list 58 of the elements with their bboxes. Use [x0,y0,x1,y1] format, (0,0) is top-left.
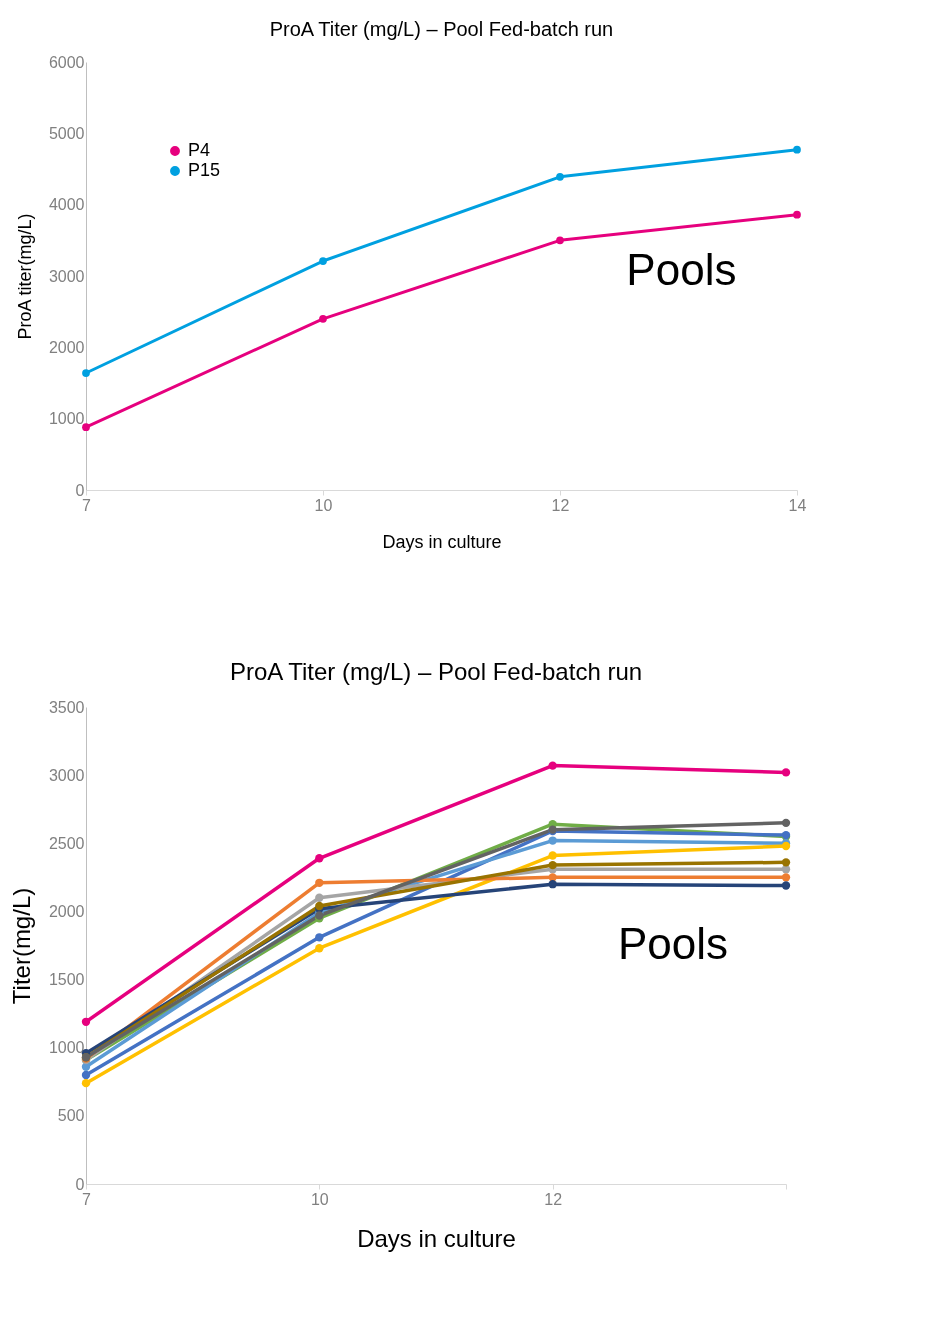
y-tick-label: 4000 [48,196,85,214]
y-tick-label: 1000 [48,1039,85,1057]
point [81,1078,91,1088]
x-tick-label: 10 [314,496,333,514]
point [548,836,557,845]
annotation: Pools [618,918,729,968]
point [315,854,324,863]
point [315,878,324,887]
y-tick-label: 2000 [48,902,85,920]
chart-title: ProA Titer (mg/L) – Pool Fed-batch run [229,658,643,685]
point [556,172,564,181]
y-tick-label: 5000 [48,124,85,142]
y-tick-label: 3500 [48,698,85,716]
x-axis-title: Days in culture [382,531,502,552]
x-tick-label: 7 [82,1190,92,1208]
y-tick-label: 1500 [48,971,85,989]
x-tick-label: 14 [788,496,807,514]
y-tick-label: 0 [75,481,85,499]
point [315,933,324,942]
point [315,944,324,953]
point [793,145,801,154]
point [548,761,557,770]
point [793,210,801,219]
y-axis-title: Titer(mg/L) [7,887,35,1005]
point [82,423,90,432]
x-tick-label: 12 [551,496,570,514]
y-tick-label: 1000 [48,410,85,428]
point [81,1070,91,1080]
point [781,873,791,882]
annotation: Pools [626,244,737,294]
point [781,768,791,777]
point [781,881,791,890]
point [315,893,324,902]
y-axis-title: ProA titer(mg/L) [14,213,35,340]
x-axis-title: Days in culture [357,1224,516,1252]
y-tick-label: 0 [75,1175,85,1193]
point [319,314,327,323]
chart-title: ProA Titer (mg/L) – Pool Fed-batch run [269,18,614,40]
point [319,257,327,265]
point [548,880,557,889]
point [81,1017,91,1026]
x-tick-label: 7 [82,496,92,514]
point [548,851,557,860]
point [781,818,791,828]
y-tick-label: 500 [57,1107,85,1125]
point [82,369,90,377]
y-tick-label: 2500 [48,834,85,852]
y-tick-label: 3000 [48,267,85,285]
y-tick-label: 2000 [48,338,85,356]
point [781,858,791,867]
y-tick-label: 3000 [48,766,85,784]
x-tick-label: 12 [544,1190,563,1208]
point [548,860,557,870]
x-tick-label: 10 [310,1190,329,1208]
legend-label: P4 [188,140,211,160]
point [556,236,564,245]
legend-label: P15 [188,160,221,180]
y-tick-label: 6000 [48,53,85,71]
